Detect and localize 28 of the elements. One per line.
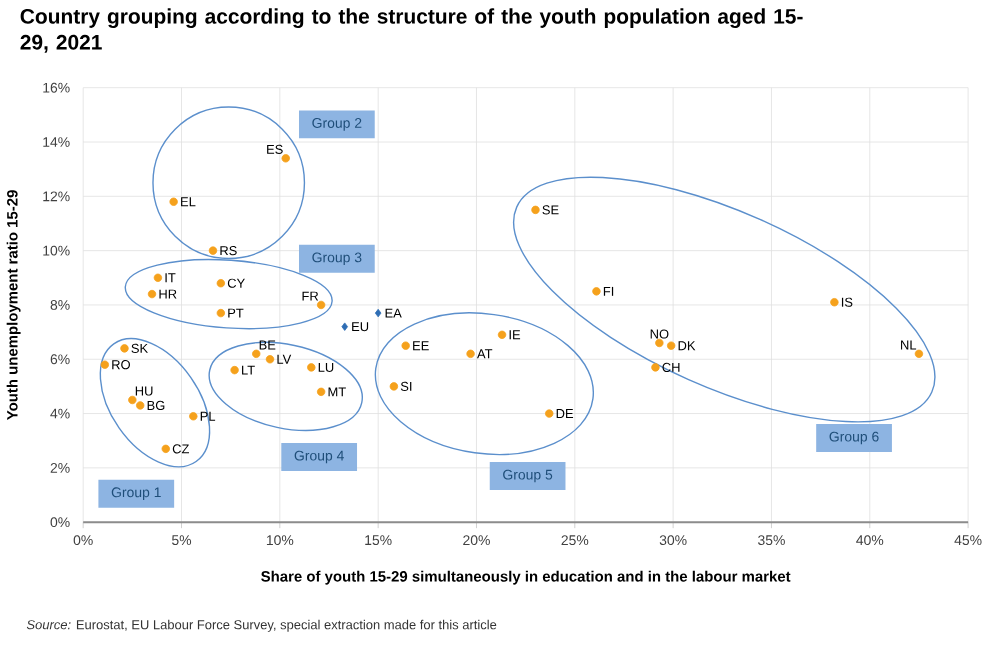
- point: [216, 309, 226, 318]
- point: [592, 287, 601, 296]
- point: [281, 154, 290, 163]
- point: [216, 279, 226, 288]
- point: [341, 322, 348, 331]
- point: [545, 409, 554, 418]
- point: [914, 349, 924, 359]
- point: [531, 205, 540, 215]
- point: [147, 290, 157, 299]
- point: [466, 349, 475, 359]
- point: [389, 382, 399, 391]
- point: [230, 366, 239, 375]
- point: [265, 355, 275, 364]
- point: [655, 338, 664, 348]
- point: [208, 246, 218, 255]
- point: [307, 363, 316, 372]
- point: [316, 300, 326, 310]
- point: [316, 387, 326, 397]
- point: [252, 349, 261, 359]
- point: [153, 273, 163, 283]
- point: [374, 309, 382, 318]
- point: [401, 341, 410, 350]
- point: [169, 197, 178, 207]
- point: [666, 341, 676, 350]
- point: [651, 363, 660, 372]
- point: [497, 330, 507, 340]
- chart-title: Country grouping according to the structure of the youth population aged 15-29, 2021: [20, 8, 803, 53]
- point: [830, 298, 839, 307]
